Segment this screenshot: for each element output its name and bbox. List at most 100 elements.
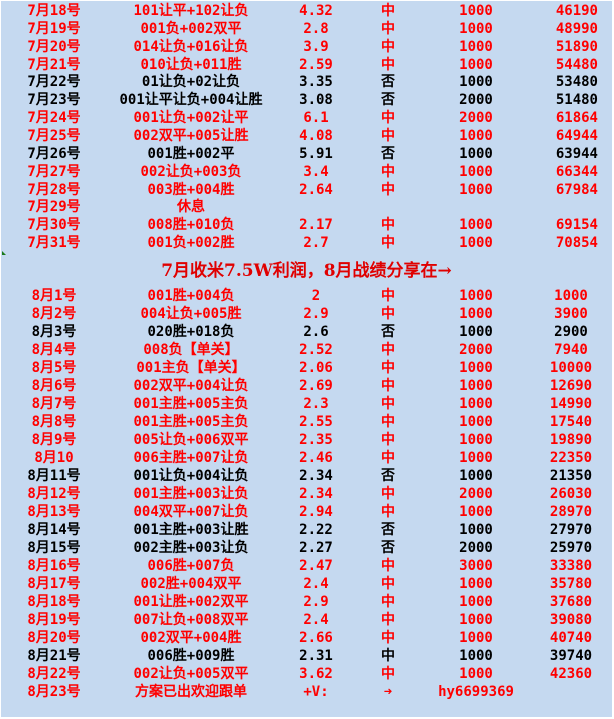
date-cell: 8月8号 — [31, 414, 77, 430]
total-cell: 25970 — [549, 540, 593, 556]
summary-banner: 7月收米7.5W利润，8月战绩分享在→ — [161, 261, 452, 281]
stake-cell: 1000 — [459, 396, 493, 412]
result-cell: 否 — [381, 74, 395, 91]
table-row: 7月23号 001让平让负+004让胜 3.08 否 2000 51480 — [1, 91, 612, 109]
odds-cell: 4.32 — [299, 3, 333, 19]
total-cell: 69154 — [555, 217, 598, 234]
stake-cell: 1000 — [459, 306, 493, 322]
odds-cell: 2.9 — [303, 306, 329, 322]
table-row: 7月29号 休息 — [1, 198, 612, 216]
table-row: 8月23号 方案已出欢迎跟单 +V: ➜ hy6699369 — [1, 683, 612, 701]
date-cell: 8月21号 — [27, 648, 81, 664]
table-row: 8月8号 001主胜+005主负 2.55 中 1000 17540 — [1, 413, 612, 431]
stake-cell: 1000 — [459, 450, 493, 466]
date-cell: 7月29号 — [27, 199, 81, 216]
odds-cell: 2.47 — [299, 558, 333, 574]
result-cell: 中 — [381, 450, 395, 466]
table-row: 8月12号 001主胜+003让负 2.34 中 2000 26030 — [1, 485, 612, 503]
total-cell: 19890 — [549, 432, 593, 448]
date-cell: 7月30号 — [27, 217, 81, 234]
stake-cell: 1000 — [459, 324, 493, 340]
bet-cell: 001胜+004负 — [147, 288, 235, 304]
date-cell: 8月14号 — [27, 522, 81, 538]
odds-cell: 2.6 — [303, 324, 329, 340]
total-cell: 27970 — [549, 522, 593, 538]
date-cell: 8月3号 — [31, 324, 77, 340]
bet-cell: 007让负+008双平 — [133, 612, 249, 628]
date-cell: 8月23号 — [27, 684, 81, 700]
total-cell: 2900 — [554, 324, 588, 340]
total-cell: 1000 — [554, 288, 588, 304]
odds-cell: 3.4 — [303, 163, 329, 180]
table-row: 8月15号 002主胜+003让负 2.27 否 2000 25970 — [1, 539, 612, 557]
odds-cell: 2.55 — [299, 414, 333, 430]
total-cell: 66344 — [555, 163, 598, 180]
odds-cell: 2.59 — [299, 56, 333, 73]
odds-cell: 3.08 — [299, 92, 333, 109]
result-cell: 中 — [381, 127, 395, 144]
bet-cell: 001主胜+005主负 — [133, 414, 249, 430]
bet-cell: 001主胜+003让负 — [133, 486, 249, 502]
result-cell: 中 — [381, 163, 395, 180]
date-cell: 8月9号 — [31, 432, 77, 448]
odds-cell: 2.35 — [299, 432, 333, 448]
result-cell: 中 — [381, 342, 395, 358]
bet-cell: 001主胜+005主负 — [133, 396, 249, 412]
date-cell: 8月15号 — [27, 540, 81, 556]
table-row: 8月3号 020胜+018负 2.6 否 1000 2900 — [1, 323, 612, 341]
date-cell: 8月18号 — [27, 594, 81, 610]
total-cell: 7940 — [554, 342, 588, 358]
table-row: 8月17号 002胜+004双平 2.4 中 1000 35780 — [1, 575, 612, 593]
odds-cell: 6.1 — [303, 110, 329, 127]
bet-cell: 020胜+018负 — [147, 324, 235, 340]
bet-cell: 001主胜+003让胜 — [133, 522, 249, 538]
result-cell: 否 — [381, 540, 395, 556]
total-cell: 35780 — [549, 576, 593, 592]
date-cell: 7月19号 — [27, 20, 81, 37]
stake-cell: 1000 — [459, 38, 493, 55]
date-cell: 8月19号 — [27, 612, 81, 628]
bet-cell: 001负+002胜 — [147, 235, 235, 252]
total-cell: 3900 — [554, 306, 588, 322]
stake-cell: 1000 — [459, 235, 493, 252]
odds-cell: 2.4 — [303, 612, 329, 628]
bet-cell: 002双平+004胜 — [140, 630, 242, 646]
total-cell: 63944 — [555, 145, 598, 162]
date-cell: 7月28号 — [27, 181, 81, 198]
result-cell: 中 — [381, 110, 395, 127]
result-cell: 中 — [381, 630, 395, 646]
stake-cell: 1000 — [459, 378, 493, 394]
result-cell: 中 — [381, 432, 395, 448]
stake-cell: 1000 — [459, 594, 493, 610]
total-cell: 51480 — [555, 92, 598, 109]
table-row: 8月4号 008负【单关】 2.52 中 2000 7940 — [1, 341, 612, 359]
stake-cell: 2000 — [459, 540, 493, 556]
result-cell: 否 — [381, 92, 395, 109]
table-row: 8月6号 002双平+004让负 2.69 中 1000 12690 — [1, 377, 612, 395]
table-row: 7月28号 003胜+004胜 2.64 中 1000 67984 — [1, 181, 612, 199]
total-cell: 26030 — [549, 486, 593, 502]
table-row: 8月21号 006胜+009胜 2.31 中 1000 39740 — [1, 647, 612, 665]
date-cell: 7月24号 — [27, 110, 81, 127]
table-row: 7月22号 01让负+02让负 3.35 否 1000 53480 — [1, 73, 612, 91]
odds-cell: 2.94 — [299, 504, 333, 520]
stake-cell: 1000 — [459, 522, 493, 538]
total-cell: 46190 — [555, 3, 598, 19]
odds-cell: 2.64 — [299, 181, 333, 198]
total-cell: 39740 — [549, 648, 593, 664]
total-cell: 64944 — [555, 127, 598, 144]
bet-cell: 001让平让负+004让胜 — [119, 92, 263, 109]
date-cell: 7月18号 — [27, 3, 81, 19]
date-cell: 8月22号 — [27, 666, 81, 682]
odds-cell: 2.8 — [303, 20, 329, 37]
stake-cell: 1000 — [459, 504, 493, 520]
total-cell: 48990 — [555, 20, 598, 37]
bet-cell: 006主胜+007让负 — [133, 450, 249, 466]
stake-cell: 2000 — [459, 110, 493, 127]
result-cell: 中 — [381, 648, 395, 664]
bet-cell: 014让负+016让负 — [133, 38, 249, 55]
odds-cell: 5.91 — [299, 145, 333, 162]
date-cell: 7月27号 — [27, 163, 81, 180]
bet-cell: 002让负+003负 — [140, 163, 242, 180]
